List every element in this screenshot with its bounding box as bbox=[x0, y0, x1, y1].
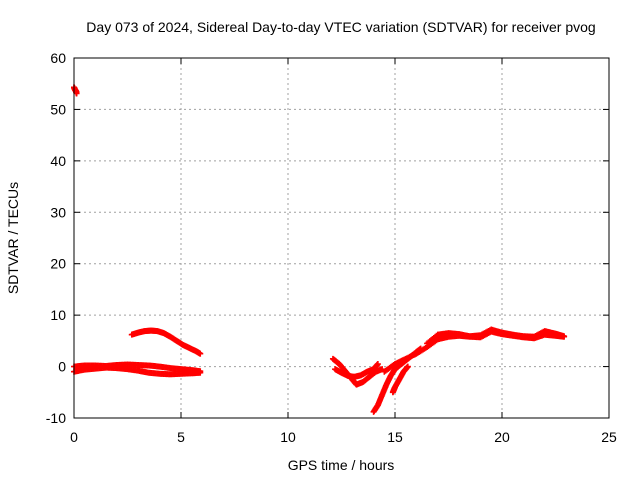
y-tick-label: 40 bbox=[50, 153, 66, 169]
x-tick-label: 15 bbox=[387, 429, 403, 445]
y-tick-label: 50 bbox=[50, 101, 66, 117]
data-points bbox=[71, 84, 568, 415]
chart-title: Day 073 of 2024, Sidereal Day-to-day VTE… bbox=[86, 19, 595, 35]
x-tick-label: 25 bbox=[601, 429, 617, 445]
grid-lines bbox=[74, 58, 609, 418]
y-tick-label: -10 bbox=[46, 410, 66, 426]
y-tick-label: 20 bbox=[50, 256, 66, 272]
data-point bbox=[374, 361, 381, 367]
data-point bbox=[197, 350, 204, 357]
series-track-c bbox=[128, 327, 204, 357]
data-point bbox=[404, 363, 411, 370]
series-track-i bbox=[424, 326, 568, 347]
x-axis-label: GPS time / hours bbox=[288, 457, 395, 473]
series-track-e bbox=[332, 361, 381, 380]
x-tick-label: 10 bbox=[280, 429, 296, 445]
x-tick-label: 0 bbox=[70, 429, 78, 445]
series-track-g bbox=[389, 363, 411, 396]
series-outlier bbox=[71, 84, 80, 97]
plot-frame bbox=[73, 57, 610, 419]
y-tick-label: 0 bbox=[58, 359, 66, 375]
x-tick-label: 20 bbox=[494, 429, 510, 445]
y-axis-label: SDTVAR / TECUs bbox=[5, 182, 21, 294]
data-point bbox=[73, 90, 80, 97]
y-tick-label: 60 bbox=[50, 50, 66, 66]
y-tick-label: 30 bbox=[50, 204, 66, 220]
x-tick-label: 5 bbox=[177, 429, 185, 445]
data-point bbox=[197, 369, 204, 376]
y-tick-label: 10 bbox=[50, 307, 66, 323]
data-point bbox=[561, 333, 568, 340]
